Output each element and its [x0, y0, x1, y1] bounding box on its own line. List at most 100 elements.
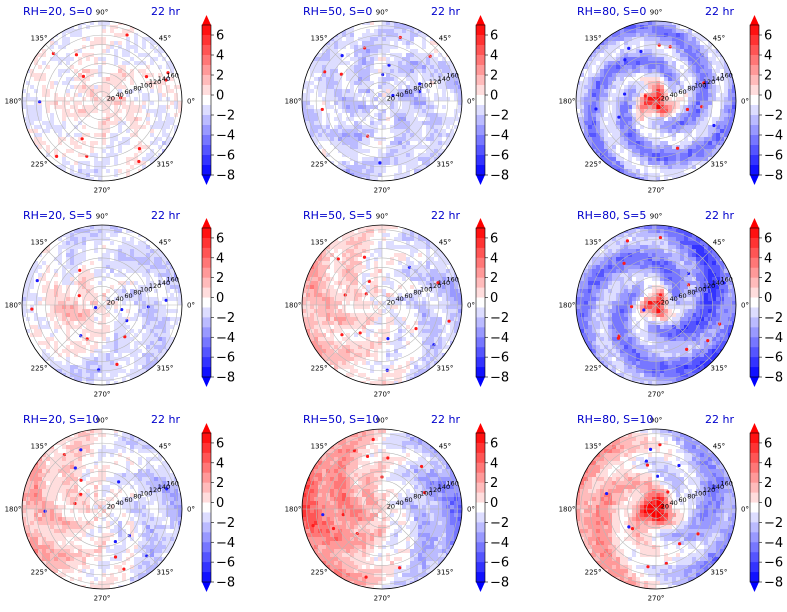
colorbar-band — [750, 257, 759, 269]
colorbar-band — [202, 145, 211, 156]
radial-label: 20 — [387, 298, 395, 306]
colorbar-band — [202, 357, 211, 368]
colorbar-band — [750, 317, 759, 328]
colorbar-band — [202, 257, 211, 269]
colorbar-band — [476, 552, 485, 563]
convective-cell — [391, 93, 395, 98]
convective-cell — [666, 490, 670, 494]
polar-grid — [22, 429, 182, 589]
polar-grid — [576, 225, 736, 385]
colorbar-band — [750, 75, 759, 86]
colorbar-band — [476, 75, 485, 86]
radial-label: 140 — [712, 279, 724, 287]
colorbar-tick-label: −4 — [490, 129, 509, 144]
colorbar-band — [476, 125, 485, 136]
convective-cell — [658, 293, 663, 297]
colorbar-tick-label: −2 — [216, 311, 235, 326]
radial-label: 100 — [694, 285, 706, 293]
radial-label: 140 — [438, 279, 450, 287]
colorbar-tick-label: 0 — [764, 89, 772, 104]
convective-cell — [77, 294, 81, 298]
convective-cell — [79, 492, 83, 496]
convective-cell — [386, 456, 390, 460]
polar-panel: 90°45°0°315°270°225°180°135°20 40 60 801001… — [5, 413, 236, 603]
colorbar-frame — [749, 24, 760, 176]
convective-cell — [643, 94, 647, 98]
panel-time: 22 hr — [431, 5, 460, 18]
colorbar-frame — [201, 432, 212, 583]
colorbar-band — [202, 85, 211, 96]
panel-time: 22 hr — [151, 5, 180, 18]
angle-label: 45° — [713, 443, 725, 451]
panel-title: RH=80, S=10 — [577, 413, 653, 426]
angle-label: 90° — [376, 9, 388, 17]
convective-cell — [386, 336, 390, 341]
radial-label: 140 — [712, 75, 724, 83]
convective-cell — [117, 480, 121, 484]
colorbar-band — [202, 502, 211, 513]
colorbar-tick-label: 0 — [490, 89, 498, 104]
convective-cell — [127, 533, 132, 538]
angle-label: 315° — [710, 568, 727, 576]
colorbar-tick-label: 2 — [490, 271, 498, 286]
colorbar-band — [476, 512, 485, 523]
convective-cell — [164, 298, 168, 302]
colorbar-band — [476, 482, 485, 493]
convective-cell — [706, 339, 710, 343]
radial-label: 80 — [687, 493, 695, 501]
colorbar-band — [750, 562, 759, 573]
colorbar-extend-min — [202, 175, 211, 185]
polar-panel: 90°45°0°315°270°225°180°135°20 40 60 801001… — [285, 209, 510, 399]
colorbar-frame — [475, 432, 486, 583]
colorbar-band — [476, 267, 485, 279]
radial-label: 40 — [396, 295, 404, 303]
radial-label: 100 — [140, 489, 152, 497]
colorbar-band — [202, 347, 211, 358]
angle-label: 180° — [559, 506, 576, 514]
radial-label: 160 — [447, 276, 459, 284]
radial-label: 100 — [694, 489, 706, 497]
convective-cell — [137, 159, 141, 164]
colorbar-band — [476, 337, 485, 348]
convective-cell — [164, 78, 168, 82]
radial-label: 140 — [158, 75, 170, 83]
colorbar-band — [750, 237, 759, 249]
colorbar-band — [476, 317, 485, 328]
colorbar-band — [750, 55, 759, 66]
colorbar-band — [750, 145, 759, 156]
radial-label: 60 — [404, 292, 412, 300]
convective-cell — [658, 235, 663, 240]
convective-cell — [630, 527, 635, 531]
angle-label: 315° — [156, 568, 173, 576]
angle-label: 180° — [559, 98, 576, 106]
colorbar-tick-label: −8 — [764, 169, 783, 184]
angle-label: 225° — [585, 568, 602, 576]
convective-cell — [362, 255, 367, 259]
colorbar-band — [476, 452, 485, 464]
radial-label: 160 — [721, 480, 733, 488]
convective-cell — [320, 107, 324, 112]
colorbar-tick-label: −8 — [216, 576, 235, 591]
polar-frame — [301, 20, 463, 182]
convective-cell — [658, 443, 662, 447]
colorbar-extend-min — [750, 175, 759, 185]
colorbar-band — [750, 105, 759, 116]
colorbar-band — [476, 367, 485, 378]
colorbar-tick-label: 0 — [216, 496, 224, 511]
polar-frame — [575, 428, 737, 590]
colorbar-band — [476, 165, 485, 176]
colorbar-band — [750, 357, 759, 368]
colorbar-band — [202, 307, 211, 318]
radial-label: 100 — [420, 285, 432, 293]
convective-cell — [80, 137, 84, 141]
convective-cell — [381, 73, 385, 77]
radial-label: 140 — [158, 483, 170, 491]
colorbar-band — [202, 35, 211, 46]
radial-label: 60 — [124, 292, 132, 300]
convective-cell — [675, 146, 680, 150]
colorbar-band — [202, 277, 211, 288]
angle-label: 135° — [31, 239, 48, 247]
angle-label: 315° — [710, 364, 727, 372]
convective-cell — [642, 308, 646, 312]
convective-cell — [321, 513, 325, 517]
